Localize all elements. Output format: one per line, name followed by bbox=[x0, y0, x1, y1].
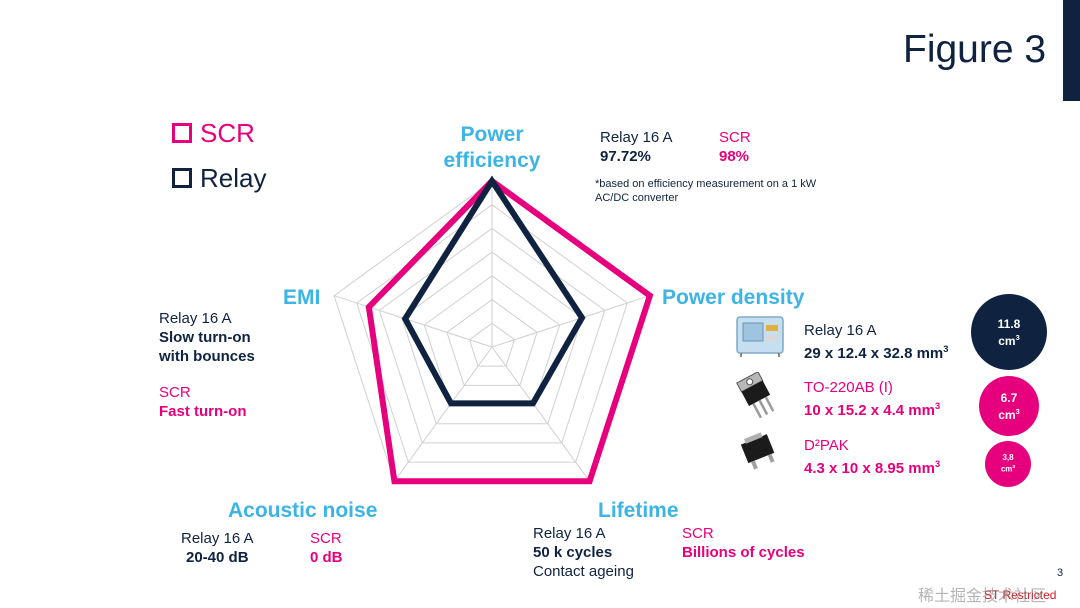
volume-circle-to220-unit-text: cm bbox=[998, 407, 1016, 422]
pe-relay-value: 97.72% bbox=[600, 148, 651, 165]
acoustic-relay-value: 20-40 dB bbox=[186, 549, 249, 566]
acoustic-scr-value: 0 dB bbox=[310, 549, 343, 566]
radar-spoke bbox=[491, 346, 590, 482]
pe-scr-value: 98% bbox=[719, 148, 750, 165]
emi-scr-label: SCR bbox=[159, 384, 191, 401]
pe-note: *based on efficiency measurement on a 1 … bbox=[595, 177, 816, 205]
radar-spoke bbox=[491, 295, 651, 348]
volume-circle-relay-value: 11.8 bbox=[997, 316, 1021, 331]
radar-spoke bbox=[394, 346, 493, 482]
lifetime-relay-value: 50 k cycles bbox=[533, 544, 613, 561]
pd-to220-dims-exp: 3 bbox=[934, 401, 941, 411]
volume-circle-to220-unit: cm3 bbox=[998, 405, 1019, 422]
radar-series-scr bbox=[365, 177, 654, 485]
axis-label-lifetime: Lifetime bbox=[598, 499, 679, 522]
watermark-text: 稀土掘金技术社区 bbox=[918, 588, 1047, 605]
radar-grid-ring bbox=[446, 298, 538, 386]
volume-circle-relay: 11.8 cm3 bbox=[971, 294, 1047, 370]
d2pak-package-icon bbox=[740, 432, 775, 470]
radar-spoke bbox=[333, 295, 493, 348]
volume-circle-d2pak-unit-text: cm bbox=[1000, 464, 1013, 474]
emi-relay-line1: Slow turn-on bbox=[159, 329, 251, 346]
pd-relay-dims-exp: 3 bbox=[943, 344, 949, 354]
legend-relay-swatch bbox=[172, 168, 192, 189]
relay-component-icon bbox=[736, 316, 784, 357]
page-number: 3 bbox=[1057, 567, 1064, 579]
pd-relay-label: Relay 16 A bbox=[804, 322, 877, 339]
radar-grid-ring bbox=[401, 251, 583, 425]
acoustic-scr-label: SCR bbox=[310, 530, 342, 547]
pd-to220-dims-text: 10 x 15.2 x 4.4 mm bbox=[804, 402, 935, 419]
pe-scr-label: SCR bbox=[719, 129, 751, 146]
pd-d2pak-dims: 4.3 x 10 x 8.95 mm3 bbox=[804, 455, 940, 478]
axis-label-power-density: Power density bbox=[662, 286, 805, 309]
classification-label: ST Restricted bbox=[984, 588, 1057, 602]
volume-circle-d2pak-unit-exp: 3 bbox=[1012, 465, 1016, 471]
lifetime-scr-value: Billions of cycles bbox=[682, 544, 805, 561]
volume-circle-relay-unit-exp: 3 bbox=[1015, 332, 1020, 342]
axis-label-power-efficiency-line2: efficiency bbox=[443, 149, 541, 172]
axis-label-power-efficiency: Power efficiency bbox=[434, 122, 550, 174]
emi-scr-value: Fast turn-on bbox=[159, 403, 247, 420]
pd-d2pak-dims-text: 4.3 x 10 x 8.95 mm bbox=[804, 460, 935, 477]
volume-circle-to220-value: 6.7 bbox=[1000, 390, 1018, 405]
radar-grid-ring bbox=[356, 204, 628, 463]
lifetime-relay-note: Contact ageing bbox=[533, 563, 634, 580]
emi-relay-label: Relay 16 A bbox=[159, 310, 232, 327]
volume-circle-to220: 6.7 cm3 bbox=[979, 376, 1039, 436]
volume-circle-relay-unit: cm3 bbox=[998, 331, 1019, 348]
radar-series-relay bbox=[401, 175, 586, 407]
lifetime-scr-label: SCR bbox=[682, 525, 714, 542]
pd-relay-dims: 29 x 12.4 x 32.8 mm3 bbox=[804, 340, 948, 363]
emi-relay-line2: with bounces bbox=[159, 348, 255, 365]
axis-label-acoustic-noise: Acoustic noise bbox=[228, 499, 378, 522]
legend-scr-swatch bbox=[172, 123, 192, 144]
to220-package-icon bbox=[736, 372, 775, 418]
page-title: Figure 3 bbox=[903, 28, 1047, 71]
pd-to220-label: TO-220AB (I) bbox=[804, 379, 893, 396]
legend-scr: SCR bbox=[172, 118, 255, 149]
legend-relay: Relay bbox=[172, 163, 266, 194]
axis-label-emi: EMI bbox=[283, 286, 321, 309]
pd-relay-dims-text: 29 x 12.4 x 32.8 mm bbox=[804, 345, 944, 362]
pe-relay-label: Relay 16 A bbox=[600, 129, 673, 146]
title-accent-bar bbox=[1063, 0, 1080, 101]
volume-circle-relay-unit-text: cm bbox=[998, 333, 1016, 348]
volume-circle-d2pak-unit: cm3 bbox=[1001, 463, 1015, 475]
volume-circle-d2pak-value: 3,8 bbox=[1002, 453, 1014, 463]
pe-note-line1: *based on efficiency measurement on a 1 … bbox=[595, 178, 817, 190]
volume-circle-d2pak: 3,8 cm3 bbox=[985, 441, 1031, 487]
axis-label-power-efficiency-line1: Power bbox=[460, 123, 524, 146]
volume-circle-to220-unit-exp: 3 bbox=[1015, 406, 1020, 416]
legend-relay-label: Relay bbox=[200, 163, 267, 193]
pd-to220-dims: 10 x 15.2 x 4.4 mm3 bbox=[804, 397, 940, 420]
legend-scr-label: SCR bbox=[200, 118, 255, 148]
acoustic-relay-label: Relay 16 A bbox=[181, 530, 254, 547]
pd-d2pak-label: D²PAK bbox=[804, 437, 849, 454]
pd-d2pak-dims-exp: 3 bbox=[934, 459, 941, 469]
radar-grid-ring bbox=[378, 227, 606, 444]
lifetime-relay-label: Relay 16 A bbox=[533, 525, 606, 542]
pe-note-line2: AC/DC converter bbox=[595, 192, 679, 204]
radar-grid-ring bbox=[468, 322, 516, 367]
